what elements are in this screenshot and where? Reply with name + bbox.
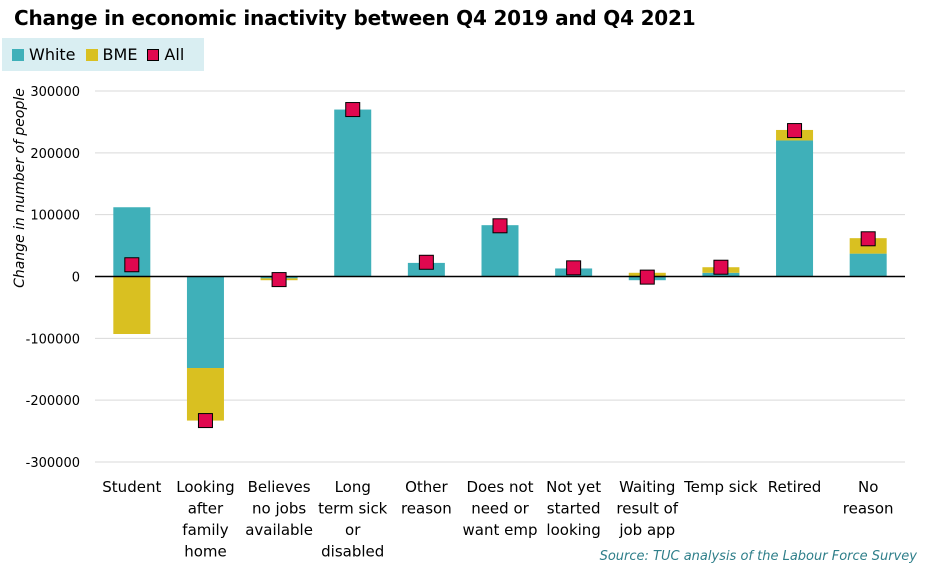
category-label: Retired: [768, 478, 822, 496]
y-tick-label: -200000: [26, 394, 80, 409]
category-label-line: term sick: [318, 500, 388, 518]
marker-all: [418, 254, 434, 270]
y-tick-label: 100000: [30, 209, 80, 224]
legend-label-white: White: [29, 45, 76, 64]
category-label: Other reason: [401, 478, 452, 518]
category-label-line: Other: [405, 478, 448, 496]
category-label-line: Does not: [466, 478, 533, 496]
category-label-line: Waiting: [619, 478, 675, 496]
bar-white: [186, 276, 224, 369]
marker-all: [492, 218, 508, 234]
legend-item-bme: BME: [85, 45, 138, 64]
category-label-line: disabled: [321, 543, 384, 561]
legend-swatch-white: [12, 48, 24, 61]
category-label: Does not need or want emp: [463, 478, 538, 539]
marker-all: [639, 269, 655, 285]
category-label: Student: [102, 478, 161, 496]
category-label-line: Long: [335, 478, 371, 496]
category-label-line: looking: [546, 521, 600, 539]
legend-item-all: All: [147, 45, 184, 64]
legend-swatch-all: [147, 48, 160, 61]
category-label-line: family: [182, 521, 228, 539]
marker-all: [271, 272, 287, 288]
category-labels: Student Looking after family home Believes no …: [102, 478, 893, 561]
bar-bme: [186, 368, 224, 421]
bar-white: [849, 253, 887, 277]
category-label-line: Student: [102, 478, 161, 496]
category-label-line: need or: [471, 500, 529, 518]
category-label-line: started: [547, 500, 601, 518]
category-label-line: no jobs: [252, 500, 306, 518]
category-label: Temp sick: [683, 478, 758, 496]
marker-all: [124, 257, 140, 273]
category-label: Believes no jobs available: [245, 478, 313, 539]
bar-white: [334, 109, 372, 277]
source-note: Source: TUC analysis of the Labour Force…: [599, 549, 917, 564]
legend-item-white: White: [12, 45, 76, 64]
category-label: No reason: [843, 478, 894, 518]
y-tick-labels: 300000 200000 100000 0 -100000 -200000 -300000: [26, 85, 80, 471]
legend-label-bme: BME: [102, 45, 138, 64]
y-tick-label: 200000: [30, 147, 80, 162]
grid-lines: [95, 90, 905, 463]
marker-all: [566, 260, 582, 276]
bar-bme: [113, 276, 151, 335]
y-tick-label: -300000: [26, 456, 80, 471]
category-label-line: Temp sick: [683, 478, 758, 496]
category-label-line: or: [345, 521, 361, 539]
category-label-line: available: [245, 521, 313, 539]
marker-all: [787, 123, 803, 139]
category-label-line: Not yet: [546, 478, 601, 496]
category-label-line: Believes: [248, 478, 311, 496]
y-tick-label: -100000: [26, 332, 80, 347]
marker-all: [197, 413, 213, 429]
y-tick-label: 0: [72, 271, 80, 286]
category-label: Not yet started looking: [546, 478, 601, 539]
chart-title: Change in economic inactivity between Q4…: [14, 6, 696, 30]
category-label-line: Retired: [768, 478, 822, 496]
category-label: Long term sick or disabled: [318, 478, 388, 561]
bar-white: [481, 225, 519, 277]
category-label: Looking after family home: [176, 478, 234, 561]
marker-all: [345, 102, 361, 118]
legend-swatch-bme: [85, 48, 98, 61]
bar-white: [776, 140, 814, 277]
marker-all: [860, 231, 876, 247]
category-label-line: after: [188, 500, 224, 518]
legend-label-all: All: [164, 45, 185, 64]
category-label-line: result of: [616, 500, 678, 518]
y-tick-label: 300000: [30, 85, 80, 100]
category-label-line: reason: [401, 500, 452, 518]
marker-all: [713, 259, 729, 275]
all-markers: [124, 102, 876, 429]
category-label: Waiting result of job app: [616, 478, 678, 539]
bars: [113, 109, 887, 421]
category-label-line: job app: [618, 521, 675, 539]
category-label-line: Looking: [176, 478, 234, 496]
legend: White BME All: [2, 38, 204, 71]
category-label-line: reason: [843, 500, 894, 518]
category-label-line: No: [858, 478, 878, 496]
category-label-line: want emp: [463, 521, 538, 539]
category-label-line: home: [184, 543, 227, 561]
